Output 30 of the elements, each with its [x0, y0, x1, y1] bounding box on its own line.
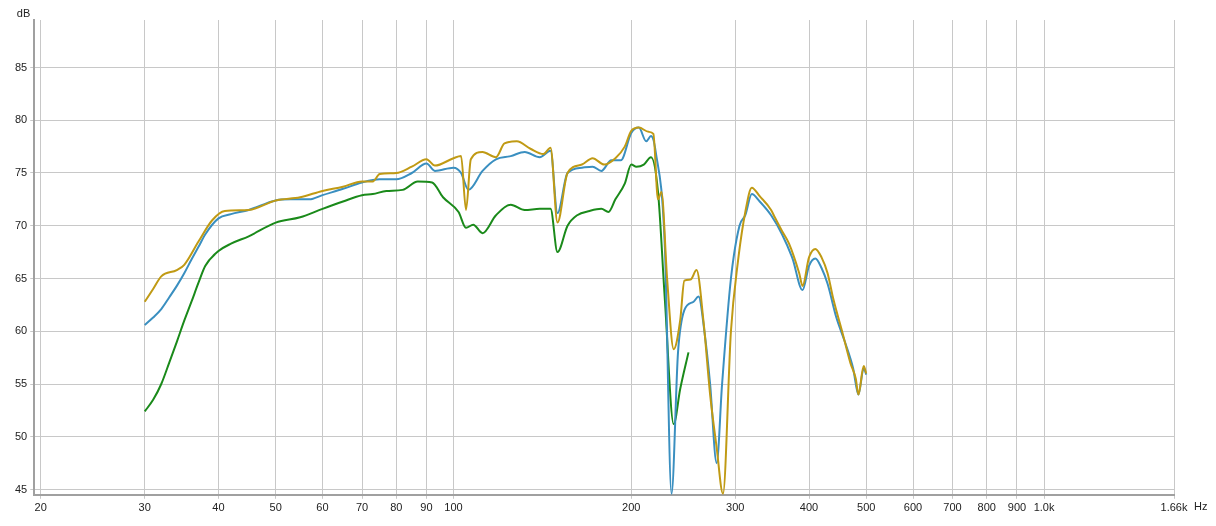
- x-tick-label: 900: [1007, 501, 1027, 514]
- x-tick-label: 600: [903, 501, 923, 514]
- x-tick-label: 100: [444, 501, 463, 514]
- y-tick-label: 80: [14, 113, 28, 126]
- x-tick-label: 300: [726, 501, 745, 514]
- y-tick-label: 45: [14, 482, 28, 495]
- x-tick-label: 90: [420, 501, 433, 514]
- y-tick-label: 60: [14, 324, 28, 337]
- x-tick-label: 30: [138, 501, 151, 514]
- x-tick-label: 60: [316, 501, 329, 514]
- x-tick-label: 1.66k: [1160, 501, 1188, 514]
- x-tick-label: 80: [390, 501, 403, 514]
- y-tick-label: 50: [14, 429, 28, 442]
- y-tick-label: 55: [14, 377, 28, 390]
- x-tick-label: 1.0k: [1033, 501, 1055, 514]
- x-tick-label: 700: [943, 501, 962, 514]
- x-tick-label: 70: [355, 501, 369, 514]
- y-tick-label: 75: [14, 166, 28, 179]
- x-tick-label: 400: [799, 501, 819, 514]
- x-tick-label: 50: [269, 501, 282, 514]
- y-tick-label: 85: [14, 60, 28, 73]
- x-tick-label: 200: [622, 501, 641, 514]
- x-tick-label: 20: [34, 501, 47, 514]
- x-axis-title: Hz: [1194, 500, 1208, 513]
- x-tick-label: 40: [212, 501, 225, 514]
- x-tick-label: 800: [977, 501, 996, 514]
- x-tick-label: 500: [857, 501, 876, 514]
- y-axis-title: dB: [16, 6, 31, 19]
- y-tick-label: 65: [14, 271, 28, 284]
- y-tick-label: 70: [14, 218, 28, 231]
